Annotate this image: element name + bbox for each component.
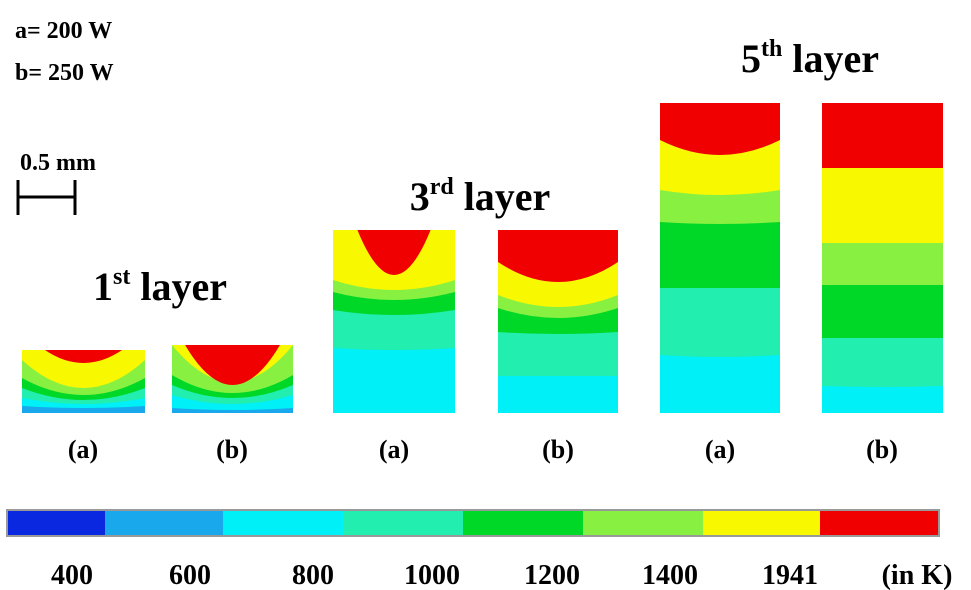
colorbar-label: 1000 (404, 560, 460, 590)
layer-title: 1st layer (93, 264, 227, 309)
colorbar-label: 1400 (642, 560, 698, 590)
legend-b: b= 250 W (15, 60, 114, 86)
contour-band (45, 350, 122, 363)
layer-number: 1 (93, 264, 113, 309)
colorbar-label: 1200 (524, 560, 580, 590)
contour-band (22, 350, 145, 388)
contour-band (822, 103, 943, 168)
contour-band (660, 103, 780, 155)
scale-bar-label: 0.5 mm (20, 150, 96, 176)
case-label: (b) (866, 435, 898, 464)
layer-word: layer (792, 36, 879, 81)
layer-title: 5th layer (741, 36, 879, 81)
contour-plot (333, 230, 455, 413)
layer-number: 5 (741, 36, 761, 81)
contour-band (660, 103, 780, 195)
colorbar-label: 400 (51, 560, 93, 590)
contour-plot (660, 103, 780, 413)
case-label: (b) (216, 435, 248, 464)
contour-plot (822, 103, 943, 413)
colorbar-label: 800 (292, 560, 334, 590)
colorbar (6, 509, 940, 537)
layer-suffix: th (761, 36, 782, 62)
colorbar-label: 600 (169, 560, 211, 590)
legend-a: a= 200 W (15, 18, 112, 44)
contour-band (498, 230, 618, 282)
layer-number: 3 (410, 174, 430, 219)
scale-bar (16, 180, 77, 215)
contour-band (185, 345, 280, 385)
case-label: (a) (379, 435, 409, 464)
contour-band (357, 230, 431, 275)
contour-plots (22, 103, 943, 413)
layer-suffix: rd (430, 174, 455, 200)
layer-word: layer (464, 174, 551, 219)
case-label: (b) (542, 435, 574, 464)
layer-suffix: st (113, 264, 130, 290)
layer-word: layer (140, 264, 227, 309)
contour-plot (172, 345, 293, 413)
case-label: (a) (68, 435, 98, 464)
colorbar-label: 1941 (762, 560, 818, 590)
contour-plot (22, 350, 145, 413)
colorbar-unit: (in K) (882, 560, 953, 590)
contour-plot (498, 230, 618, 413)
layer-title: 3rd layer (410, 174, 551, 219)
case-label: (a) (705, 435, 735, 464)
